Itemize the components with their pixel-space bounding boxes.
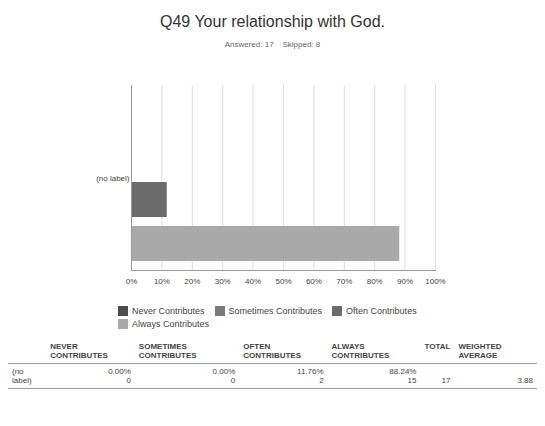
svg-text:50%: 50% [275, 277, 291, 286]
html-text:0: 0 [230, 376, 236, 385]
html-text:88.24%: 88.24% [389, 367, 417, 376]
html-text:0: 0 [126, 376, 131, 385]
html-text:0.00%: 0.00% [212, 367, 236, 376]
html-text:Q49 Your relationship with God: Q49 Your relationship with God. [160, 13, 385, 30]
html-text:0.00%: 0.00% [108, 367, 131, 376]
html-text:NEVER CONTRIBUTES: NEVER CONTRIBUTES [50, 342, 108, 360]
html-text:15: 15 [407, 376, 417, 385]
svg-text:100%: 100% [425, 277, 445, 286]
html-text:(no label): (no label) [12, 367, 32, 385]
html-text:Never Contributes: Never Contributes [132, 306, 205, 316]
html-text:WEIGHTED AVERAGE: WEIGHTED AVERAGE [458, 342, 502, 360]
html-text:Answered: 17 Skipped: 8: Answered: 17 Skipped: 8 [224, 40, 321, 49]
svg-text:60%: 60% [306, 277, 322, 286]
svg-text:80%: 80% [367, 277, 383, 286]
html-text:Often Contributes: Often Contributes [346, 306, 417, 316]
svg-text:30%: 30% [215, 277, 231, 286]
html-text:11.76%: 11.76% [297, 367, 324, 376]
html-text:Sometimes Contributes: Sometimes Contributes [228, 306, 323, 316]
svg-text:(no label): (no label) [96, 174, 130, 183]
svg-text:40%: 40% [245, 277, 261, 286]
svg-text:70%: 70% [336, 277, 352, 286]
html-text:ALWAYS CONTRIBUTES: ALWAYS CONTRIBUTES [331, 342, 390, 360]
svg-text:0%: 0% [126, 277, 138, 286]
html-text:OFTEN CONTRIBUTES: OFTEN CONTRIBUTES [243, 342, 301, 360]
html-text:Always Contributes: Always Contributes [132, 319, 209, 329]
html-text:3.88: 3.88 [517, 376, 533, 385]
html-text:17: 17 [441, 376, 451, 385]
html-text:TOTAL: TOTAL [424, 342, 451, 351]
svg-text:20%: 20% [184, 277, 200, 286]
svg-text:90%: 90% [397, 277, 413, 286]
html-text:SOMETIMES CONTRIBUTES: SOMETIMES CONTRIBUTES [138, 342, 197, 360]
svg-text:10%: 10% [154, 277, 170, 286]
html-text:2: 2 [319, 376, 324, 385]
